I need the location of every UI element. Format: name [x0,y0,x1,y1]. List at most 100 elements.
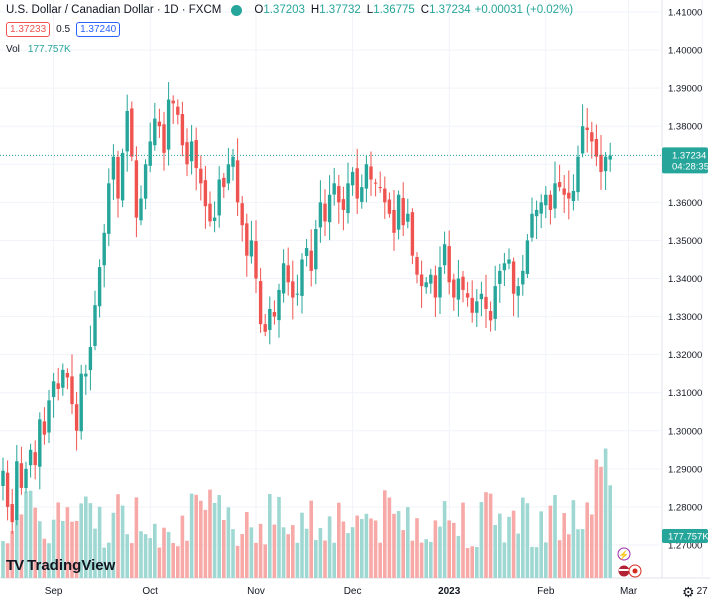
candle-body [553,183,557,209]
settings-icon[interactable]: ⚙ [682,584,695,600]
volume-bar [97,506,102,578]
candle-body [194,140,198,169]
candle-body [33,452,37,466]
chart-header: U.S. Dollar / Canadian Dollar · 1D · FXC… [6,4,574,16]
volume-bar [461,502,465,578]
lightning-icon-glyph: ⚡ [618,549,629,561]
candle-body [240,203,244,226]
candle-body [79,373,83,432]
candle-body [410,212,415,256]
market-status-icon [231,4,243,16]
candle-body [272,311,277,317]
candle-body [346,183,350,214]
candle-body [507,259,511,264]
candle-body [452,279,456,298]
candle-body [360,187,364,202]
candle-body [116,156,120,199]
candle-body [406,213,410,222]
volume-bar [19,514,24,578]
candle-body [341,199,346,210]
volume-bar [47,543,51,578]
candle-body [323,203,327,222]
volume-bar [442,501,447,578]
trade-buttons: 1.37233 0.5 1.37240 [6,22,121,37]
close-value: 1.37234 [429,4,471,16]
volume-bar [148,538,152,578]
volume-bar [15,518,19,578]
candle-body [212,217,217,221]
volume-bar [465,547,470,578]
spread-value: 0.5 [56,24,71,35]
volume-bar [479,502,484,578]
volume-bar [309,500,313,578]
volume-bar [194,494,198,578]
candle-body [97,267,102,307]
candle-body [139,198,143,221]
y-tick-label: 1.41000 [668,8,702,19]
candle-body [498,270,502,284]
grid-lines [0,0,710,579]
candle-body [88,347,93,371]
candle-body [456,278,461,300]
volume-bar [111,512,116,578]
y-tick-label: 1.27000 [668,541,702,552]
volume-bar [166,531,171,578]
y-tick-label: 1.32000 [668,350,702,361]
candle-body [580,126,585,154]
volume-bar [341,521,346,578]
y-tick-label: 1.34000 [668,274,702,285]
candle-body [153,118,157,146]
buy-button[interactable]: 1.37240 [76,22,121,37]
last-price-label: 1.37234 [672,150,706,161]
volume-bar [603,448,608,578]
volume-bar [42,538,47,578]
candle-body [15,461,19,521]
volume-bar [65,507,70,578]
candle-body [387,199,392,214]
volume-bar [258,523,263,578]
tradingview-logo[interactable]: TV TradingView [6,557,116,574]
candle-body [199,168,203,184]
candle-body [544,194,548,206]
candle-body [603,156,608,172]
candle-body [226,164,231,184]
volume-bar [38,521,42,578]
sell-button[interactable]: 1.37233 [6,22,51,37]
x-tick-label: Sep [45,586,63,597]
candle-body [28,449,33,466]
candle-body [419,274,424,287]
volume-bar [484,492,488,578]
volume-bar [88,503,93,578]
candle-body [245,223,249,256]
volume-bar [208,489,212,578]
volume-bar [249,527,254,578]
volume-bar [567,534,571,578]
candle-body [249,240,254,257]
candle-body [208,203,212,222]
flag-us-stripe [619,569,629,571]
candle-body [438,267,442,298]
x-tick-label: 27 [697,586,709,597]
candle-body [590,132,594,142]
candle-body [235,160,240,203]
volume-bar [134,497,139,578]
candle-body [548,194,553,210]
volume-bar [157,547,162,578]
volume-bar [562,513,566,578]
candle-body [576,156,580,193]
volume-bar [24,491,28,578]
candle-body [254,241,258,279]
candle-body [277,289,281,321]
volume-bar [318,527,323,578]
candle-body [396,194,401,230]
volume-bar [254,542,258,578]
volume-bar [180,515,185,578]
volume-bar [369,518,373,578]
volume-bar [93,528,97,578]
candle-body [107,183,111,234]
volume-bar [139,531,143,578]
candle-body [530,213,534,238]
volume-bar [185,540,189,578]
volume-bar [56,502,60,578]
